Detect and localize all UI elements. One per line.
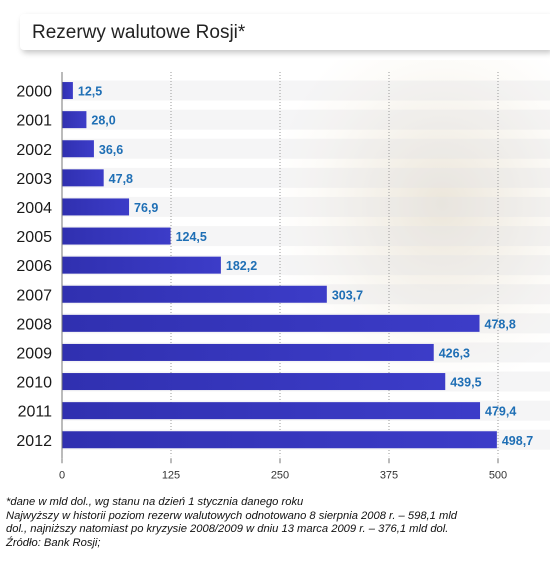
row-band bbox=[62, 167, 550, 188]
category-label: 2006 bbox=[16, 258, 52, 275]
bar bbox=[62, 111, 87, 129]
category-label: 2005 bbox=[16, 229, 52, 246]
value-label: 76,9 bbox=[134, 201, 158, 215]
bar bbox=[62, 169, 104, 187]
category-label: 2000 bbox=[16, 84, 52, 101]
bar bbox=[62, 227, 171, 245]
bar bbox=[62, 256, 221, 274]
category-labels: 2000 2001 2002 2003 2004 2005 2006 2007 2008 2009… bbox=[16, 84, 52, 450]
value-label: 303,7 bbox=[332, 288, 363, 302]
row-band bbox=[62, 196, 550, 217]
x-tick-label: 125 bbox=[162, 469, 180, 480]
row-band bbox=[62, 138, 550, 159]
bar bbox=[62, 373, 446, 391]
value-label: 439,5 bbox=[450, 376, 481, 390]
value-label: 124,5 bbox=[176, 230, 207, 244]
category-label: 2002 bbox=[16, 142, 52, 159]
category-label: 2008 bbox=[16, 316, 52, 333]
value-label: 182,2 bbox=[226, 259, 257, 273]
value-label: 47,8 bbox=[109, 172, 133, 186]
bar-chart: 2000 2001 2002 2003 2004 2005 2006 2007 2008 2009… bbox=[16, 72, 550, 480]
category-label: 2003 bbox=[16, 171, 52, 188]
value-label: 36,6 bbox=[99, 143, 123, 157]
row-band bbox=[62, 226, 550, 247]
value-label: 479,4 bbox=[485, 405, 516, 419]
footnote-source: Źródło: Bank Rosji; bbox=[6, 536, 101, 549]
row-band bbox=[62, 80, 550, 101]
bar bbox=[62, 431, 497, 449]
bar bbox=[62, 285, 327, 303]
footnote-record-line-1: Najwyższy w historii poziom rezerw walut… bbox=[6, 509, 458, 522]
bar bbox=[62, 343, 434, 361]
x-tick-label: 0 bbox=[59, 469, 65, 480]
value-label: 12,5 bbox=[78, 85, 102, 99]
category-label: 2010 bbox=[16, 375, 52, 392]
value-labels: 12,5 28,0 36,6 47,8 76,9 124,5 182,2 303,7 478,8… bbox=[78, 85, 533, 448]
footnotes: *dane w mld dol., wg stanu na dzień 1 st… bbox=[6, 496, 536, 550]
value-label: 498,7 bbox=[502, 434, 533, 448]
value-label: 478,8 bbox=[485, 317, 516, 331]
chart-title: Rezerwy walutowe Rosji* bbox=[32, 22, 246, 43]
bar bbox=[62, 140, 94, 158]
x-axis: 0 125 250 375 500 bbox=[59, 72, 507, 480]
x-tick-label: 375 bbox=[380, 469, 398, 480]
bar bbox=[62, 402, 481, 420]
bar bbox=[62, 82, 73, 100]
value-label: 28,0 bbox=[91, 114, 115, 128]
bar bbox=[62, 198, 130, 216]
category-label: 2007 bbox=[16, 287, 52, 304]
footnote-units: *dane w mld dol., wg stanu na dzień 1 st… bbox=[6, 496, 304, 508]
bars bbox=[62, 82, 497, 449]
row-band bbox=[62, 109, 550, 130]
category-label: 2011 bbox=[18, 404, 53, 421]
category-label: 2004 bbox=[16, 200, 52, 217]
footnote-record-line-2: dol., najniższy natomiast po kryzysie 20… bbox=[6, 523, 449, 535]
x-tick-label: 250 bbox=[271, 469, 289, 480]
category-label: 2012 bbox=[16, 433, 52, 450]
category-label: 2001 bbox=[16, 113, 52, 130]
value-label: 426,3 bbox=[439, 346, 470, 360]
title-box: Rezerwy walutowe Rosji* bbox=[20, 14, 550, 50]
bar bbox=[62, 314, 480, 332]
category-label: 2009 bbox=[16, 345, 52, 362]
x-tick-label: 500 bbox=[489, 469, 507, 480]
